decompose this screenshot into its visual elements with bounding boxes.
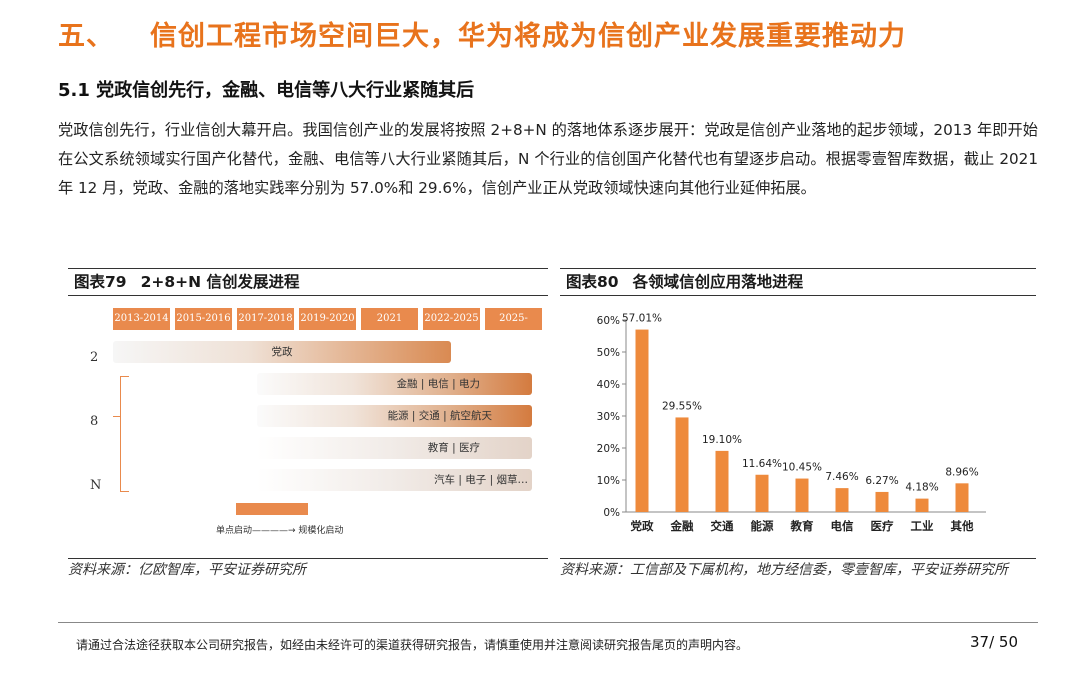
year-tag: 2021 — [361, 308, 418, 330]
bar — [675, 417, 689, 512]
bar — [875, 491, 889, 512]
bar — [715, 450, 729, 512]
figure80-title: 各领域信创应用落地进程 — [632, 273, 804, 291]
category-label: 交通 — [711, 519, 734, 533]
year-tag: 2025- — [485, 308, 542, 330]
category-label: 能源 — [751, 519, 774, 533]
bar-value-label: 7.46% — [825, 471, 858, 483]
figure79-source: 资料来源：亿欧智库，平安证券研究所 — [68, 558, 548, 579]
bar — [955, 483, 969, 512]
bar-value-label: 29.55% — [662, 400, 702, 412]
page-number: 37/ 50 — [970, 633, 1018, 651]
footer-disclaimer: 请通过合法途径获取本公司研究报告，如经由未经许可的渠道获得研究报告，请慎重使用并… — [76, 638, 749, 652]
legend-text: 单点启动————→ 规模化启动 — [216, 526, 344, 536]
bar-education-medical: 教育 | 医疗 — [257, 437, 532, 459]
category-label: 医疗 — [871, 519, 894, 533]
row-label-2: 2 — [90, 350, 99, 365]
category-label: 工业 — [911, 519, 934, 533]
category-label: 教育 — [790, 519, 814, 533]
y-tick-label: 40% — [597, 379, 620, 391]
y-tick-label: 30% — [597, 411, 620, 423]
year-tag: 2017-2018 — [237, 308, 294, 330]
y-tick-label: 20% — [597, 443, 620, 455]
bar-value-label: 57.01% — [622, 313, 662, 325]
year-tag: 2019-2020 — [299, 308, 356, 330]
body-paragraph: 党政信创先行，行业信创大幕开启。我国信创产业的发展将按照 2+8+N 的落地体系… — [58, 121, 1038, 197]
category-label: 电信 — [831, 519, 854, 533]
brace-8 — [120, 376, 129, 492]
year-tag: 2015-2016 — [175, 308, 232, 330]
bar-value-label: 8.96% — [945, 466, 978, 478]
category-label: 金融 — [670, 519, 694, 533]
bar — [915, 498, 929, 512]
bar-value-label: 10.45% — [782, 462, 822, 474]
bar-value-label: 4.18% — [905, 482, 938, 494]
bar-value-label: 6.27% — [865, 475, 898, 487]
year-tag: 2013-2014 — [113, 308, 170, 330]
row-label-n: N — [90, 478, 102, 493]
section-number: 五、 — [58, 21, 114, 52]
year-tag: 2022-2025 — [423, 308, 480, 330]
y-tick-label: 10% — [597, 475, 620, 487]
figure80-label: 图表80 — [566, 273, 619, 291]
figure79-title: 2+8+N 信创发展进程 — [140, 273, 300, 291]
subsection-heading: 5.1 党政信创先行，金融、电信等八大行业紧随其后 — [58, 80, 475, 101]
bar-auto-electronics: 汽车 | 电子 | 烟草… — [257, 469, 532, 491]
y-tick-label: 60% — [597, 315, 620, 327]
bar-energy-transport: 能源 | 交通 | 航空航天 — [257, 405, 532, 427]
bar-value-label: 19.10% — [702, 434, 742, 446]
category-label: 党政 — [631, 519, 654, 533]
bar — [835, 488, 849, 512]
bar — [795, 478, 809, 512]
brace-tick — [113, 416, 120, 417]
section-heading: 五、 信创工程市场空间巨大，华为将成为信创产业发展重要推动力 — [58, 14, 906, 53]
figure80-source: 资料来源：工信部及下属机构，地方经信委，零壹智库，平安证券研究所 — [560, 558, 1036, 579]
category-label: 其他 — [951, 519, 974, 533]
bar-finance-telecom: 金融 | 电信 | 电力 — [257, 373, 532, 395]
figure79-roadmap: 2013-2014 2015-2016 2017-2018 2019-2020 … — [68, 300, 548, 550]
bar-value-label: 11.64% — [742, 458, 782, 470]
figure80-title-bar: 图表80 各领域信创应用落地进程 — [560, 268, 1036, 296]
bar — [635, 329, 649, 512]
y-tick-label: 0% — [603, 507, 620, 519]
legend-bar — [236, 503, 308, 515]
y-tick-label: 50% — [597, 347, 620, 359]
figure79-title-bar: 图表79 2+8+N 信创发展进程 — [68, 268, 548, 296]
bar-party-gov: 党政 — [113, 341, 451, 363]
footer-divider — [58, 622, 1038, 623]
section-title: 信创工程市场空间巨大，华为将成为信创产业发展重要推动力 — [150, 21, 906, 52]
figure79-label: 图表79 — [74, 273, 127, 291]
bar — [755, 474, 769, 512]
row-label-8: 8 — [90, 414, 99, 429]
figure80-bar-chart: 0% 10% 20% 30% 40% 50% 60% 57.01% 党政 29.55% 金融 19.1… — [597, 313, 986, 533]
